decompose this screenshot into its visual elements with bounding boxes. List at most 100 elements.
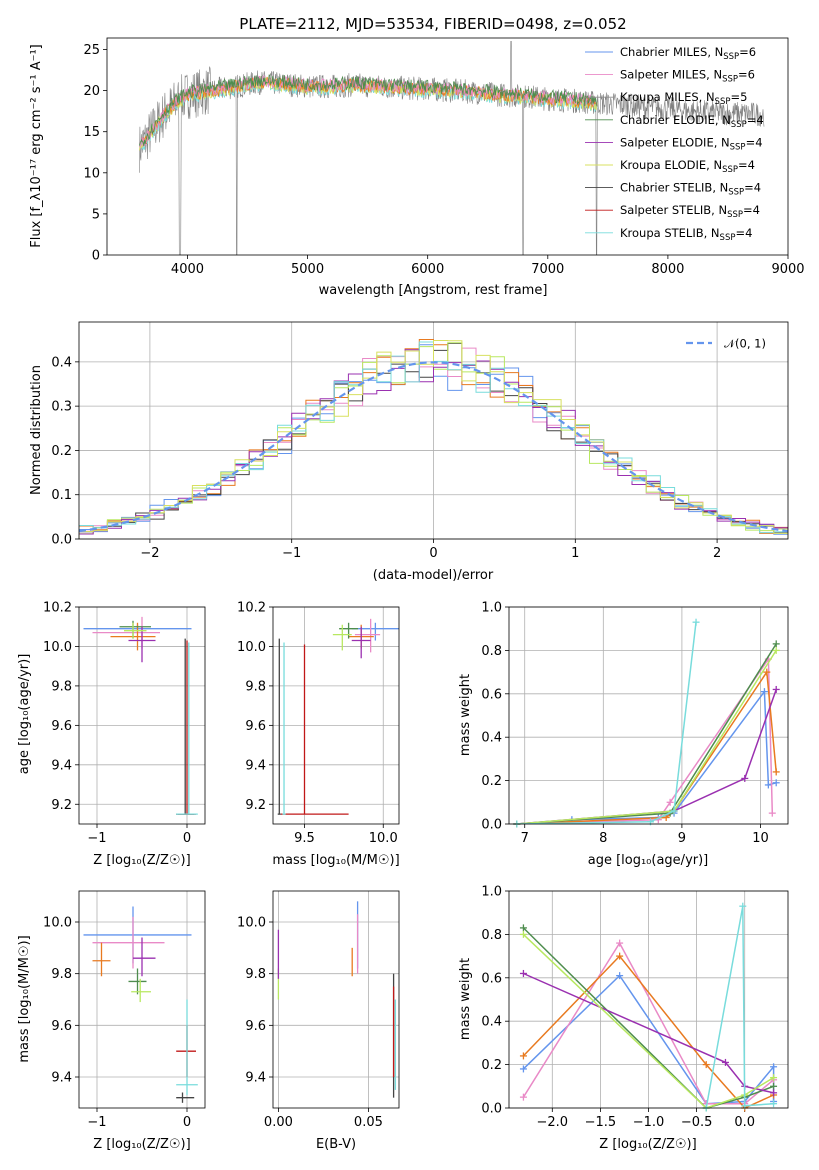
mass-weight-line	[522, 933, 774, 1108]
y-tick-label: 0.4	[51, 355, 72, 370]
age-vs-metallicity-panel: Z [log₁₀(Z/Z☉)] age [log₁₀(age/yr)] −1 0 9…	[17, 601, 206, 868]
model-spectrum-line	[139, 74, 598, 147]
y-tick-label: 9.2	[245, 798, 266, 813]
y-tick-label: 20	[83, 84, 100, 99]
x-tick-label: 0	[429, 546, 437, 561]
legend-label: Salpeter STELIB, NSSP=4	[620, 203, 760, 220]
spectrum-panel: PLATE=2112, MJD=53534, FIBERID=0498, z=0…	[29, 15, 805, 298]
y-tick-label: 9.8	[245, 679, 266, 694]
mass-weight-line	[523, 972, 774, 1094]
mass-vs-z-ylabel: mass [log₁₀(M/M☉)]	[17, 935, 32, 1062]
x-tick-label: −1.5	[585, 1115, 617, 1130]
x-tick-label: 6000	[411, 262, 444, 277]
y-tick-label: 0.0	[481, 818, 502, 833]
y-tick-label: 0.1	[51, 488, 72, 503]
x-tick-label: −1.0	[633, 1115, 665, 1130]
y-tick-label: 0.2	[481, 1058, 502, 1073]
x-tick-label: 7000	[531, 262, 564, 277]
massweight-vs-age-ylabel: mass weight	[458, 674, 473, 756]
x-tick-label: 10	[752, 831, 769, 846]
x-tick-label: 9.5	[294, 831, 315, 846]
spectrum-ylabel: Flux [f_λ10⁻¹⁷ erg cm⁻² s⁻¹ A⁻¹]	[29, 44, 44, 248]
y-tick-label: 10.0	[43, 640, 72, 655]
axes-frame	[78, 890, 206, 1109]
x-tick-label: 1	[571, 546, 579, 561]
x-tick-label: 9	[678, 831, 686, 846]
legend-label: Salpeter ELODIE, NSSP=4	[620, 135, 763, 152]
y-tick-label: 10.0	[237, 916, 266, 931]
age-vs-mass-panel: mass [log₁₀(M/M☉)] 9.5 10.0 9.2 9.4 9.6 9.8 10…	[237, 601, 400, 869]
y-tick-label: 9.6	[245, 719, 266, 734]
y-tick-label: 10.2	[43, 601, 72, 616]
mass-vs-ebv-xlabel: E(B-V)	[316, 1137, 356, 1152]
x-tick-label: 10.0	[369, 831, 398, 846]
axes-frame	[508, 890, 789, 1109]
spectrum-xlabel: wavelength [Angstrom, rest frame]	[319, 283, 548, 298]
mass-vs-z-xlabel: Z [log₁₀(Z/Z☉)]	[93, 1137, 190, 1152]
age-vs-z-ylabel: age [log₁₀(age/yr)]	[17, 654, 32, 775]
axes-frame	[272, 890, 400, 1109]
x-tick-label: 0	[183, 1115, 191, 1130]
age-vs-z-xlabel: Z [log₁₀(Z/Z☉)]	[93, 853, 190, 868]
x-tick-label: 0.0	[734, 1115, 755, 1130]
y-tick-label: 0.6	[481, 687, 502, 702]
mass-weight-line	[516, 622, 697, 824]
y-tick-label: 9.6	[51, 1019, 72, 1034]
y-tick-label: 9.8	[51, 679, 72, 694]
y-tick-label: 10.2	[237, 601, 266, 616]
y-tick-label: 0.2	[51, 444, 72, 459]
mass-weight-line	[516, 669, 777, 824]
y-tick-label: 0.0	[481, 1102, 502, 1117]
residual-xlabel: (data-model)/error	[373, 568, 494, 583]
x-tick-label: 5000	[291, 262, 324, 277]
y-tick-label: 5	[92, 207, 100, 222]
mass-weight-line	[516, 656, 774, 824]
mass-vs-ebv-panel: E(B-V) 0.00 0.05 9.4 9.6 9.8 10.0	[237, 890, 400, 1152]
y-tick-label: 0.2	[481, 774, 502, 789]
y-tick-label: 0.4	[481, 1015, 502, 1030]
x-tick-label: 2	[713, 546, 721, 561]
y-tick-label: 1.0	[481, 601, 502, 616]
age-vs-mass-xlabel: mass [log₁₀(M/M☉)]	[272, 853, 399, 868]
massweight-vs-age-xlabel: age [log₁₀(age/yr)]	[588, 853, 709, 868]
x-tick-label: −0.5	[681, 1115, 713, 1130]
y-tick-label: 9.6	[51, 719, 72, 734]
legend-label: 𝒩(0, 1)	[724, 337, 766, 351]
x-tick-label: 7	[521, 831, 529, 846]
axes-frame	[78, 321, 789, 540]
x-tick-label: −2.0	[537, 1115, 569, 1130]
model-spectrum-line	[139, 76, 598, 148]
residual-histogram-panel: (data-model)/error Normed distribution −…	[29, 321, 789, 583]
x-tick-label: 0.00	[264, 1115, 293, 1130]
mass-vs-metallicity-panel: Z [log₁₀(Z/Z☉)] mass [log₁₀(M/M☉)] −1 0 9.…	[17, 890, 206, 1152]
mass-weight-line	[516, 643, 777, 824]
legend-label: Kroupa MILES, NSSP=5	[620, 90, 747, 107]
y-tick-label: 0.3	[51, 400, 72, 415]
spectrum-data-line	[139, 40, 765, 255]
x-tick-label: −2	[140, 546, 159, 561]
y-tick-label: 9.4	[245, 1071, 266, 1086]
y-tick-label: 1.0	[481, 885, 502, 900]
massweight-vs-z-ylabel: mass weight	[458, 958, 473, 1040]
x-tick-label: 8000	[651, 262, 684, 277]
normal-curve-line	[79, 361, 788, 533]
axes-frame	[106, 37, 789, 256]
y-tick-label: 0.4	[481, 731, 502, 746]
legend-label: Kroupa STELIB, NSSP=4	[620, 226, 752, 243]
x-tick-label: 0.05	[354, 1115, 383, 1130]
residual-ylabel: Normed distribution	[29, 365, 44, 495]
massweight-vs-metallicity-panel: Z [log₁₀(Z/Z☉)] mass weight −2.0 −1.5 −1.0…	[458, 885, 789, 1152]
y-tick-label: 9.4	[51, 758, 72, 773]
massweight-vs-z-xlabel: Z [log₁₀(Z/Z☉)]	[599, 1137, 696, 1152]
y-tick-label: 9.2	[51, 798, 72, 813]
mass-weight-line	[522, 927, 774, 1108]
massweight-vs-age-panel: age [log₁₀(age/yr)] mass weight 7 8 9 10 0.0…	[458, 601, 789, 868]
y-tick-label: 9.4	[51, 1071, 72, 1086]
y-tick-label: 15	[83, 125, 100, 140]
y-tick-label: 10.0	[43, 916, 72, 931]
legend-label: Chabrier ELODIE, NSSP=4	[620, 113, 764, 130]
mass-weight-line	[705, 906, 774, 1108]
y-tick-label: 9.4	[245, 758, 266, 773]
y-tick-label: 0	[92, 249, 100, 264]
x-tick-label: −1	[282, 546, 301, 561]
